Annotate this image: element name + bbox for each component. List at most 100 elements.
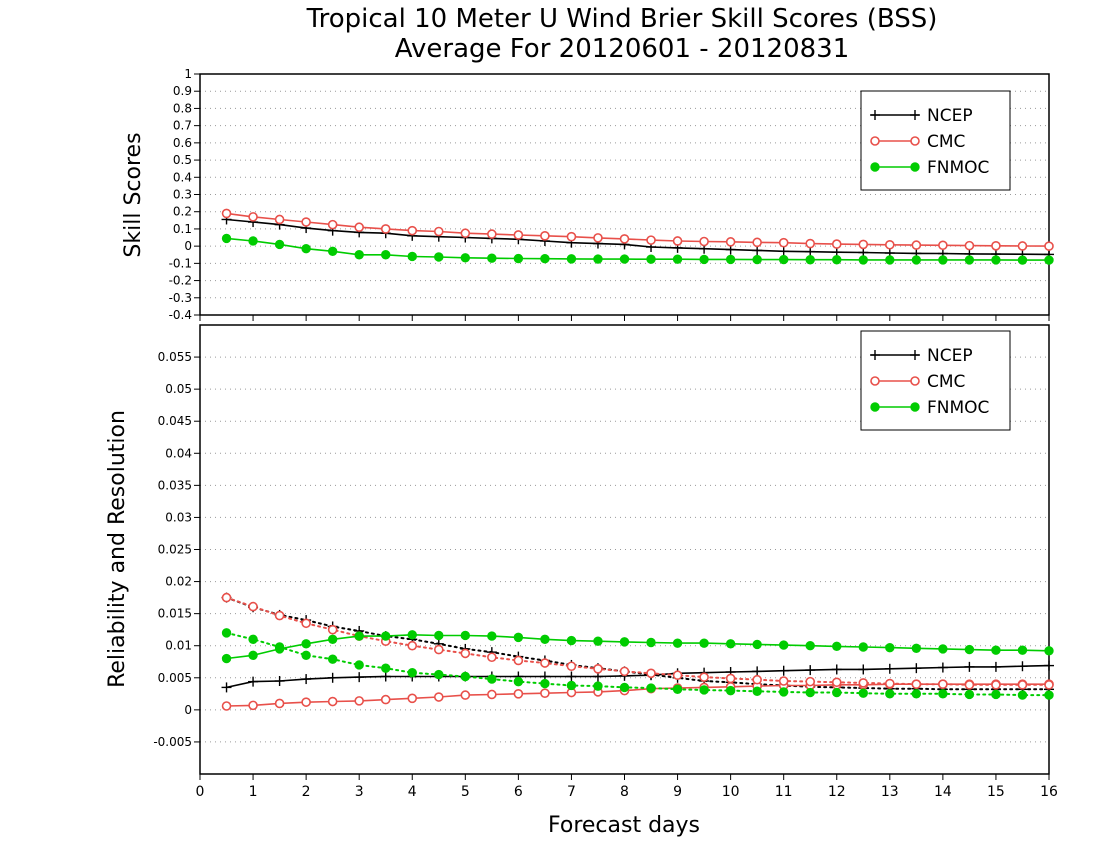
data-point (221, 208, 232, 219)
data-point (380, 224, 391, 234)
data-point (672, 236, 683, 246)
data-point (619, 682, 630, 693)
data-point (1044, 255, 1054, 265)
data-point (301, 639, 311, 649)
data-point (433, 226, 444, 237)
data-point (911, 255, 922, 265)
data-point (354, 660, 364, 670)
data-point (646, 683, 656, 693)
data-point (752, 639, 762, 650)
data-point (885, 239, 895, 250)
data-point (301, 650, 311, 661)
x-tick-label: 4 (408, 784, 417, 800)
series-line (226, 237, 1049, 261)
data-point (699, 638, 709, 648)
data-point (327, 654, 338, 664)
y-tick-label: -0.005 (153, 735, 192, 749)
data-point (870, 136, 880, 146)
data-point (487, 652, 497, 663)
data-point (593, 664, 603, 674)
data-point (672, 684, 683, 695)
data-point (805, 238, 816, 249)
x-tick-label: 8 (620, 784, 629, 800)
legend-item-cmc: CMC (870, 372, 965, 392)
data-point (964, 240, 975, 251)
data-point (805, 676, 816, 687)
data-point (938, 644, 948, 654)
data-point (380, 694, 391, 705)
data-point (699, 236, 709, 247)
data-point (1017, 645, 1028, 655)
y-tick-label: -0.3 (169, 291, 192, 305)
data-point (778, 237, 789, 248)
data-point (248, 634, 258, 644)
data-point (885, 689, 895, 699)
data-point (407, 225, 418, 236)
x-tick-label: 7 (567, 784, 576, 800)
data-point (513, 632, 524, 643)
data-point (354, 222, 364, 233)
y-tick-label: 0.015 (158, 607, 192, 621)
data-point (805, 255, 815, 265)
data-point (964, 644, 975, 655)
x-tick-label: 12 (828, 784, 846, 800)
data-point (248, 236, 258, 246)
data-point (593, 254, 603, 264)
data-point (991, 680, 1001, 690)
x-tick-label: 6 (514, 784, 523, 800)
data-point (487, 674, 497, 684)
data-point (832, 687, 842, 698)
data-point (327, 246, 338, 257)
data-point (938, 255, 948, 265)
data-point (725, 237, 736, 247)
data-point (619, 254, 630, 264)
data-point (858, 688, 868, 698)
data-point (619, 637, 630, 647)
data-point (991, 255, 1001, 265)
data-point (672, 670, 683, 681)
data-point (487, 253, 497, 263)
series-line (226, 218, 1050, 256)
y-tick-label: 0 (184, 703, 192, 717)
data-point (646, 235, 656, 245)
data-point (487, 631, 497, 641)
data-point (274, 642, 285, 652)
y-tick-label: 0.02 (165, 575, 192, 589)
data-point (513, 676, 524, 687)
data-point (301, 618, 311, 629)
data-point (513, 655, 524, 666)
legend-item-ncep: NCEP (870, 346, 973, 366)
x-tick-label: 9 (673, 784, 682, 800)
data-point (274, 239, 285, 250)
data-point (540, 678, 550, 689)
data-point (540, 634, 550, 644)
y-tick-label: 0.6 (173, 136, 192, 150)
y-tick-label: 0.05 (165, 382, 192, 396)
data-point (460, 690, 471, 700)
data-point (221, 592, 232, 603)
legend-item-ncep: NCEP (870, 106, 973, 126)
data-point (354, 250, 364, 260)
y-tick-label: 0.04 (165, 446, 192, 460)
data-point (858, 678, 869, 688)
y-tick-label: 0.035 (158, 478, 192, 492)
y-tick-label: 0.3 (173, 188, 192, 202)
data-point (910, 402, 920, 412)
x-axis-label: Forecast days (548, 813, 700, 838)
data-point (805, 687, 815, 698)
y-tick-label: 0.1 (173, 222, 192, 236)
chart-title-line1: Tropical 10 Meter U Wind Brier Skill Sco… (306, 4, 938, 34)
series-cmc (221, 208, 1054, 251)
data-point (964, 689, 975, 700)
data-point (433, 692, 444, 702)
y-tick-label: 0.2 (173, 205, 192, 219)
data-point (725, 254, 736, 265)
data-point (778, 640, 789, 650)
data-point (752, 254, 762, 265)
data-point (938, 679, 948, 690)
data-point (593, 681, 603, 691)
data-point (699, 672, 709, 682)
y-tick-label: 0.7 (173, 119, 192, 133)
data-point (964, 255, 975, 265)
